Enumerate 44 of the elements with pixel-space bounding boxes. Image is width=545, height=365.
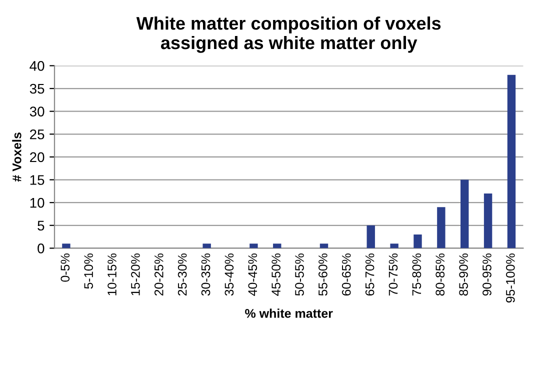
- x-tick-label: 20-25%: [154, 254, 164, 296]
- x-tick-label: 85-90%: [459, 254, 468, 296]
- chart-title: White matter composition of voxels assigned as white matter only: [136, 16, 441, 53]
- x-tick-label: 40-45%: [248, 254, 258, 296]
- bar: [460, 180, 469, 248]
- bar: [414, 234, 422, 248]
- y-axis-title: # Voxels: [12, 132, 22, 182]
- x-tick-label: 35-40%: [224, 254, 234, 296]
- y-tick-label: 20: [30, 152, 44, 162]
- x-tick-label: 0-5%: [60, 254, 70, 282]
- y-tick-label: 40: [30, 61, 44, 71]
- bar: [62, 244, 70, 248]
- bar: [202, 244, 211, 248]
- x-tick-label: 65-70%: [365, 254, 374, 296]
- y-tick-label: 5: [38, 220, 44, 231]
- x-tick-label: 10-15%: [108, 254, 116, 296]
- x-tick-label: 25-30%: [178, 254, 187, 296]
- x-tick-label: 90-95%: [482, 254, 492, 296]
- bar: [250, 244, 258, 248]
- bar: [273, 244, 282, 248]
- bar: [390, 244, 398, 248]
- x-tick-label: 95-100%: [506, 254, 515, 303]
- x-tick-label: 75-80%: [412, 254, 422, 296]
- y-tick-label: 35: [30, 84, 44, 94]
- x-tick-label: 50-55%: [295, 254, 304, 296]
- x-tick-label: 15-20%: [131, 254, 140, 296]
- x-axis-title: % white matter: [245, 308, 333, 318]
- x-tick-label: 45-50%: [272, 254, 280, 296]
- y-tick-label: 10: [30, 198, 44, 208]
- bar: [320, 244, 328, 248]
- bar: [366, 225, 375, 248]
- y-tick-label: 0: [38, 244, 44, 254]
- y-tick-label: 30: [30, 106, 44, 116]
- y-tick-label: 25: [30, 129, 44, 140]
- x-tick-label: 70-75%: [388, 254, 398, 296]
- x-tick-label: 60-65%: [342, 254, 351, 296]
- y-tick-label: 15: [30, 175, 44, 185]
- bar: [507, 74, 516, 248]
- x-tick-label: 30-35%: [201, 254, 210, 296]
- bar: [437, 207, 446, 248]
- bar: [484, 193, 492, 248]
- x-tick-label: 5-10%: [84, 254, 94, 289]
- x-tick-label: 55-60%: [318, 254, 328, 296]
- x-tick-label: 80-85%: [436, 254, 445, 296]
